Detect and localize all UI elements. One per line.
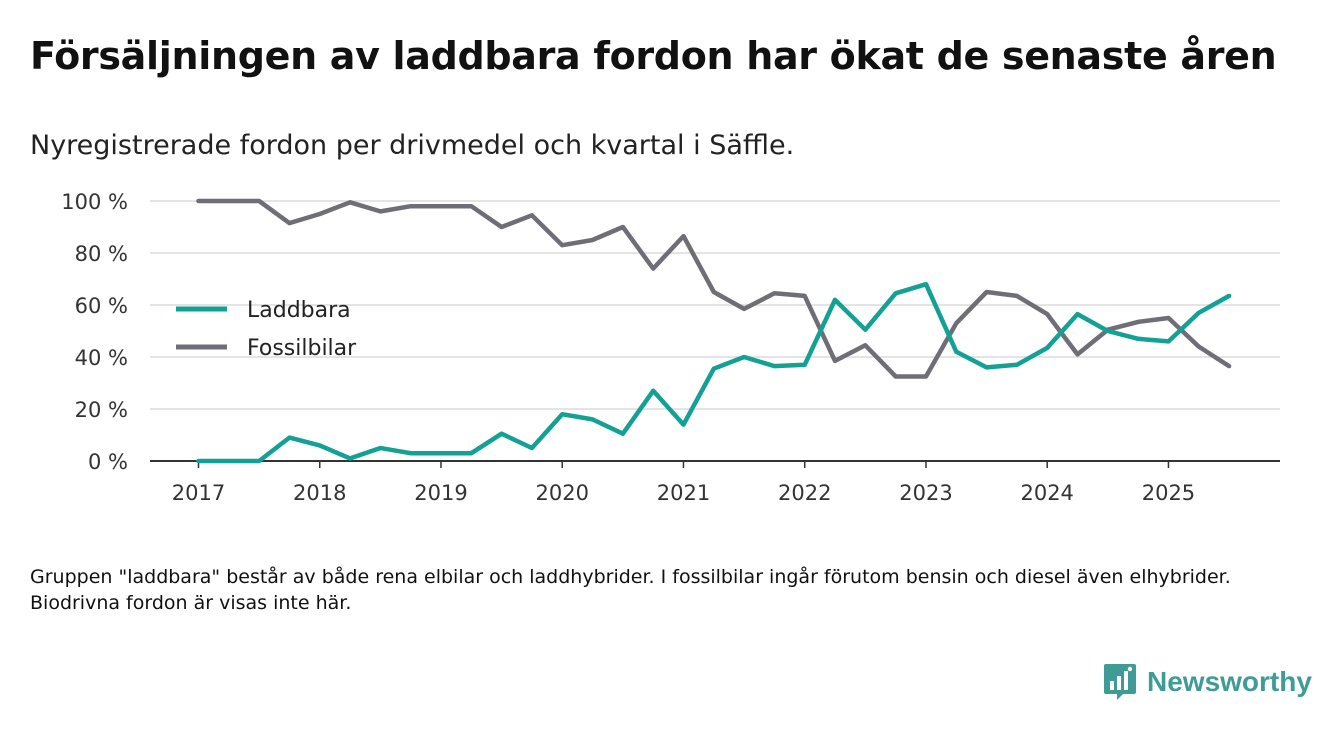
x-tick-label: 2019 [414,481,467,505]
x-tick-label: 2025 [1142,481,1195,505]
x-tick-label: 2021 [657,481,710,505]
x-tick-label: 2023 [899,481,952,505]
series-lines [196,198,1232,464]
y-tick-label: 40 % [75,346,128,370]
brand-logo[interactable]: Newsworthy [1103,662,1312,702]
x-tick-label: 2024 [1020,481,1073,505]
y-tick-label: 60 % [75,294,128,318]
x-axis: 2017 2018 2019 2020 2021 2022 2023 2024 2025 [150,460,1280,505]
legend-label-fossil: Fossilbilar [247,336,357,361]
legend-label-laddbara: Laddbara [247,298,351,323]
x-tick-label: 2017 [172,481,225,505]
chart-title: Försäljningen av laddbara fordon har öka… [30,34,1277,78]
y-tick-label: 80 % [75,242,128,266]
y-tick-label: 20 % [75,398,128,422]
gridlines [150,200,1280,410]
x-tick-label: 2020 [536,481,589,505]
y-tick-label: 0 % [88,450,128,474]
series-line-fossil [196,198,1232,379]
series-line-laddbara [196,281,1232,464]
x-tick-label: 2018 [293,481,346,505]
footnote: Gruppen "laddbara" består av både rena e… [30,566,1231,614]
x-tick-label: 2022 [778,481,831,505]
y-axis-ticks: 0 % 20 % 40 % 60 % 80 % 100 % [61,190,128,474]
line-chart: 0 % 20 % 40 % 60 % 80 % 100 % 2017 2018 2019 202… [61,190,1280,505]
newsworthy-logo-icon [1104,664,1136,700]
chart-subtitle: Nyregistrerade fordon per drivmedel och … [30,130,795,161]
brand-name: Newsworthy [1147,666,1312,697]
y-tick-label: 100 % [61,190,128,214]
legend: Laddbara Fossilbilar [176,298,357,361]
